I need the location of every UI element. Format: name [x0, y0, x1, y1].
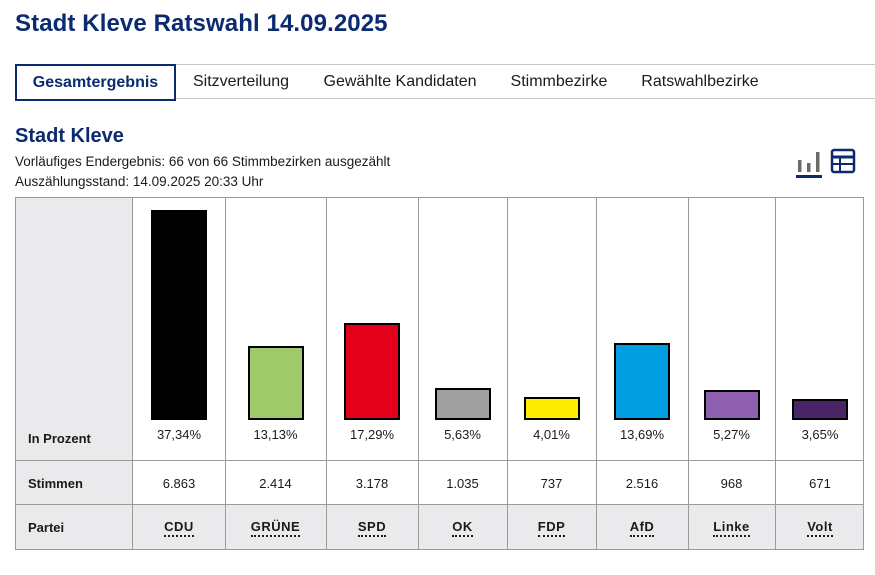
section-title: Stadt Kleve	[15, 125, 124, 147]
party-name: SPD	[357, 519, 387, 537]
party-link-cdu[interactable]: CDU	[133, 519, 225, 537]
row-label-party: Partei	[28, 520, 65, 535]
percent-label: 4,01%	[533, 427, 570, 442]
row-label-votes: Stimmen	[28, 476, 83, 491]
tab-ratswahlbezirke[interactable]: Ratswahlbezirke	[641, 73, 759, 90]
bar-linke	[704, 390, 760, 420]
column-divider	[507, 198, 508, 549]
votes-value: 737	[540, 476, 563, 491]
party-name: CDU	[164, 519, 194, 537]
bar-afd	[614, 343, 670, 420]
tab-bar: Gesamtergebnis Sitzverteilung Gewählte K…	[15, 64, 875, 101]
percent-label: 13,69%	[619, 427, 665, 442]
column-divider	[418, 198, 419, 549]
bar-chart-icon	[798, 152, 820, 172]
bar-cdu	[151, 210, 207, 420]
votes-value: 2.516	[625, 476, 659, 491]
party-name: FDP	[537, 519, 566, 537]
column-divider	[775, 198, 776, 549]
row-divider	[16, 460, 863, 461]
party-link-volt[interactable]: Volt	[775, 519, 865, 537]
votes-value: 2.414	[259, 476, 292, 491]
column-divider	[688, 198, 689, 549]
percent-label: 5,63%	[444, 427, 481, 442]
party-name: GRÜNE	[250, 519, 301, 537]
bar-fdp	[524, 397, 580, 420]
party-link-linke[interactable]: Linke	[688, 519, 775, 537]
bar-ok	[435, 388, 491, 420]
party-link-grüne[interactable]: GRÜNE	[225, 519, 326, 537]
party-name: AfD	[629, 519, 655, 537]
percent-label: 13,13%	[253, 427, 298, 442]
row-divider	[16, 504, 863, 505]
party-name: Volt	[807, 519, 833, 537]
tab-gesamtergebnis[interactable]: Gesamtergebnis	[15, 64, 176, 101]
party-name: OK	[452, 519, 473, 537]
bar-grüne	[248, 346, 304, 420]
column-divider	[326, 198, 327, 549]
timestamp: Auszählungsstand: 14.09.2025 20:33 Uhr	[15, 174, 264, 189]
table-view-button[interactable]	[830, 148, 856, 178]
votes-value: 3.178	[355, 476, 389, 491]
percent-label: 37,34%	[156, 427, 202, 442]
label-column	[16, 198, 133, 549]
page-title: Stadt Kleve Ratswahl 14.09.2025	[15, 10, 388, 37]
percent-label: 17,29%	[349, 427, 395, 442]
party-link-fdp[interactable]: FDP	[507, 519, 596, 537]
chart-view-button[interactable]	[796, 148, 822, 178]
count-status: Vorläufiges Endergebnis: 66 von 66 Stimm…	[15, 154, 391, 169]
votes-value: 1.035	[446, 476, 479, 491]
tab-gewaehlte-kandidaten[interactable]: Gewählte Kandidaten	[323, 73, 477, 90]
party-name: Linke	[713, 519, 750, 537]
party-link-spd[interactable]: SPD	[326, 519, 418, 537]
votes-value: 671	[809, 476, 831, 491]
bar-spd	[344, 323, 400, 420]
party-link-afd[interactable]: AfD	[596, 519, 688, 537]
bar-volt	[792, 399, 848, 420]
results-chart: In Prozent Stimmen Partei 37,34% 6.863 CDU…	[15, 197, 864, 550]
column-divider	[225, 198, 226, 549]
percent-label: 5,27%	[713, 427, 750, 442]
percent-label: 3,65%	[801, 427, 839, 442]
column-divider	[596, 198, 597, 549]
tab-sitzverteilung[interactable]: Sitzverteilung	[192, 73, 290, 90]
votes-value: 6.863	[162, 476, 196, 491]
votes-value: 968	[720, 476, 743, 491]
party-link-ok[interactable]: OK	[418, 519, 507, 537]
row-label-percent: In Prozent	[28, 431, 91, 446]
tab-stimmbezirke[interactable]: Stimmbezirke	[510, 73, 608, 90]
party-row-background	[16, 504, 863, 549]
table-icon	[830, 148, 856, 174]
